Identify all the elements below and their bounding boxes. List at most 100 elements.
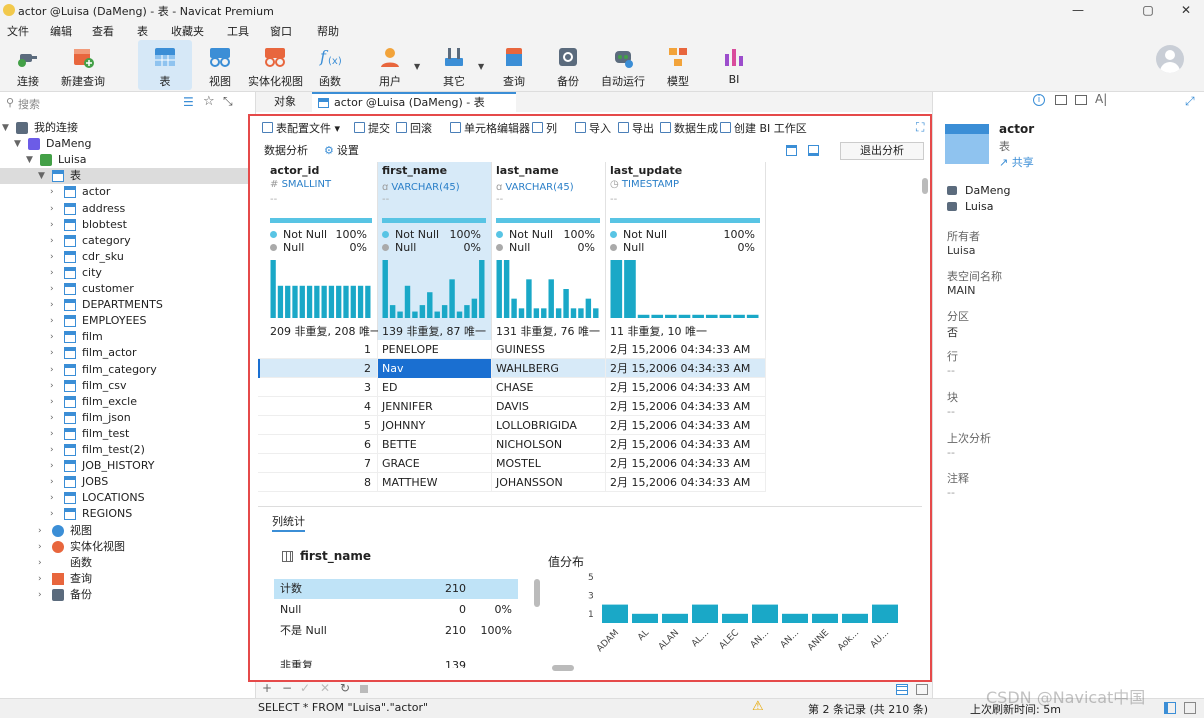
data-analysis-tab[interactable]: 数据分析: [264, 144, 308, 157]
table-cell[interactable]: BETTE: [378, 435, 492, 454]
menu-file[interactable]: 文件: [7, 25, 29, 38]
table-cell[interactable]: 2月 15,2006 04:34:33 AM: [606, 397, 766, 416]
table-row[interactable]: 4 JENNIFER DAVIS 2月 15,2006 04:34:33 AM: [258, 397, 766, 416]
row-marker[interactable]: [258, 473, 266, 492]
tree-table-12[interactable]: › film_csv: [0, 378, 256, 394]
model-button[interactable]: 模型: [658, 40, 698, 90]
distribution-bar[interactable]: [662, 613, 688, 623]
tree-table-20[interactable]: › REGIONS: [0, 506, 256, 522]
row-marker[interactable]: [258, 454, 266, 473]
expand-arrow-icon[interactable]: ›: [50, 187, 54, 198]
table-cell[interactable]: 2月 15,2006 04:34:33 AM: [606, 378, 766, 397]
search-input[interactable]: 搜索: [18, 98, 40, 111]
settings-button[interactable]: ⚙ 设置: [324, 144, 359, 157]
table-cell[interactable]: MATTHEW: [378, 473, 492, 492]
tree-table-8[interactable]: › EMPLOYEES: [0, 313, 256, 329]
column-header-2[interactable]: last_name ꭤ VARCHAR(45) -- Not Null 100% Null…: [492, 162, 606, 340]
tree-table-6[interactable]: › customer: [0, 281, 256, 297]
tree-table-14[interactable]: › film_json: [0, 410, 256, 426]
table-cell[interactable]: PENELOPE: [378, 340, 492, 359]
distribution-bar[interactable]: [842, 613, 868, 623]
tree-table-3[interactable]: › category: [0, 233, 256, 249]
panel-view-icon[interactable]: [1184, 702, 1196, 714]
filter-icon[interactable]: ☰: [183, 95, 194, 109]
columns-button[interactable]: 列: [532, 120, 557, 138]
new-query-button[interactable]: 新建查询: [58, 40, 108, 90]
expand-arrow-icon[interactable]: ›: [38, 589, 42, 600]
layout-bottom-icon[interactable]: [808, 145, 819, 156]
chart-scrollbar[interactable]: [552, 665, 574, 671]
table-cell[interactable]: 2月 15,2006 04:34:33 AM: [606, 454, 766, 473]
ai-icon[interactable]: A|: [1095, 92, 1108, 106]
tab-objects[interactable]: 对象: [274, 95, 296, 108]
table-cell[interactable]: ED: [378, 378, 492, 397]
add-row-icon[interactable]: +: [262, 681, 273, 695]
cell-editor-button[interactable]: 单元格编辑器: [450, 120, 530, 138]
tree-my-connections[interactable]: ▼ 我的连接: [0, 120, 256, 136]
share-link[interactable]: ↗ 共享: [999, 156, 1034, 169]
fullscreen-icon[interactable]: ⛶: [916, 120, 925, 134]
expand-arrow-icon[interactable]: ›: [50, 284, 54, 294]
table-cell[interactable]: 8: [266, 473, 378, 492]
expand-arrow-icon[interactable]: ›: [50, 445, 54, 455]
table-cell[interactable]: JENNIFER: [378, 397, 492, 416]
table-cell[interactable]: 2月 15,2006 04:34:33 AM: [606, 340, 766, 359]
table-cell[interactable]: GUINESS: [492, 340, 606, 359]
menu-edit[interactable]: 编辑: [50, 25, 72, 38]
tree-table-10[interactable]: › film_actor: [0, 345, 256, 361]
tree-table-19[interactable]: › LOCATIONS: [0, 490, 256, 506]
table-row[interactable]: 5 JOHNNY LOLLOBRIGIDA 2月 15,2006 04:34:33 A…: [258, 416, 766, 435]
close-button[interactable]: ✕: [1180, 3, 1192, 17]
expand-arrow-icon[interactable]: ›: [50, 251, 54, 262]
tree-table-5[interactable]: › city: [0, 265, 256, 281]
table-profile-button[interactable]: 表配置文件 ▾: [262, 120, 340, 138]
tree-schema[interactable]: ▼ Luisa: [0, 152, 256, 168]
import-button[interactable]: 导入: [575, 120, 611, 138]
distribution-bar[interactable]: [752, 604, 778, 623]
table-cell[interactable]: CHASE: [492, 378, 606, 397]
distribution-bar[interactable]: [812, 613, 838, 623]
column-header-3[interactable]: last_update ◷ TIMESTAMP -- Not Null 100% Null…: [606, 162, 766, 340]
sql-icon[interactable]: [1075, 95, 1087, 105]
expand-arrow-icon[interactable]: ›: [50, 493, 54, 504]
expand-arrow-icon[interactable]: ›: [50, 348, 54, 359]
menu-window[interactable]: 窗口: [270, 25, 292, 38]
distribution-bar[interactable]: [782, 613, 808, 623]
query-button[interactable]: 查询: [494, 40, 534, 90]
avatar[interactable]: [1156, 45, 1184, 73]
expand-arrow-icon[interactable]: ▼: [2, 123, 9, 133]
table-cell[interactable]: 2月 15,2006 04:34:33 AM: [606, 473, 766, 492]
table-cell[interactable]: LOLLOBRIGIDA: [492, 416, 606, 435]
menu-view[interactable]: 查看: [92, 25, 114, 38]
tree-group-0[interactable]: › 视图: [0, 523, 256, 539]
materialized-view-button[interactable]: 实体化视图: [248, 40, 303, 90]
tree-table-13[interactable]: › film_excle: [0, 394, 256, 410]
tree-connection[interactable]: ▼ DaMeng: [0, 136, 256, 152]
row-marker[interactable]: [258, 416, 266, 435]
distribution-bar[interactable]: [692, 604, 718, 623]
table-row[interactable]: 3 ED CHASE 2月 15,2006 04:34:33 AM: [258, 378, 766, 397]
distribution-bar[interactable]: [872, 604, 898, 623]
expand-arrow-icon[interactable]: ›: [38, 557, 42, 568]
table-cell[interactable]: 2月 15,2006 04:34:33 AM: [606, 435, 766, 454]
other-button[interactable]: 其它: [434, 40, 474, 90]
expand-arrow-icon[interactable]: ›: [50, 332, 54, 343]
tree-table-11[interactable]: › film_category: [0, 362, 256, 378]
table-cell[interactable]: MOSTEL: [492, 454, 606, 473]
function-button[interactable]: f (x) 函数: [319, 47, 342, 88]
export-button[interactable]: 导出: [618, 120, 654, 138]
apply-icon[interactable]: ✓: [300, 681, 311, 695]
tree-table-4[interactable]: › cdr_sku: [0, 249, 256, 265]
grid-view-icon[interactable]: [896, 684, 908, 695]
table-row[interactable]: 2 Nav WAHLBERG 2月 15,2006 04:34:33 AM: [258, 359, 766, 378]
star-icon[interactable]: ☆: [203, 94, 215, 109]
table-cell[interactable]: NICHOLSON: [492, 435, 606, 454]
menu-tools[interactable]: 工具: [227, 25, 249, 38]
table-cell[interactable]: 4: [266, 397, 378, 416]
table-cell[interactable]: 5: [266, 416, 378, 435]
collapse-icon[interactable]: ⤡: [223, 94, 233, 108]
commit-button[interactable]: 提交: [354, 120, 390, 138]
expand-icon[interactable]: ⤢: [1185, 94, 1195, 108]
menu-table[interactable]: 表: [137, 25, 148, 38]
backup-button[interactable]: 备份: [548, 40, 588, 90]
